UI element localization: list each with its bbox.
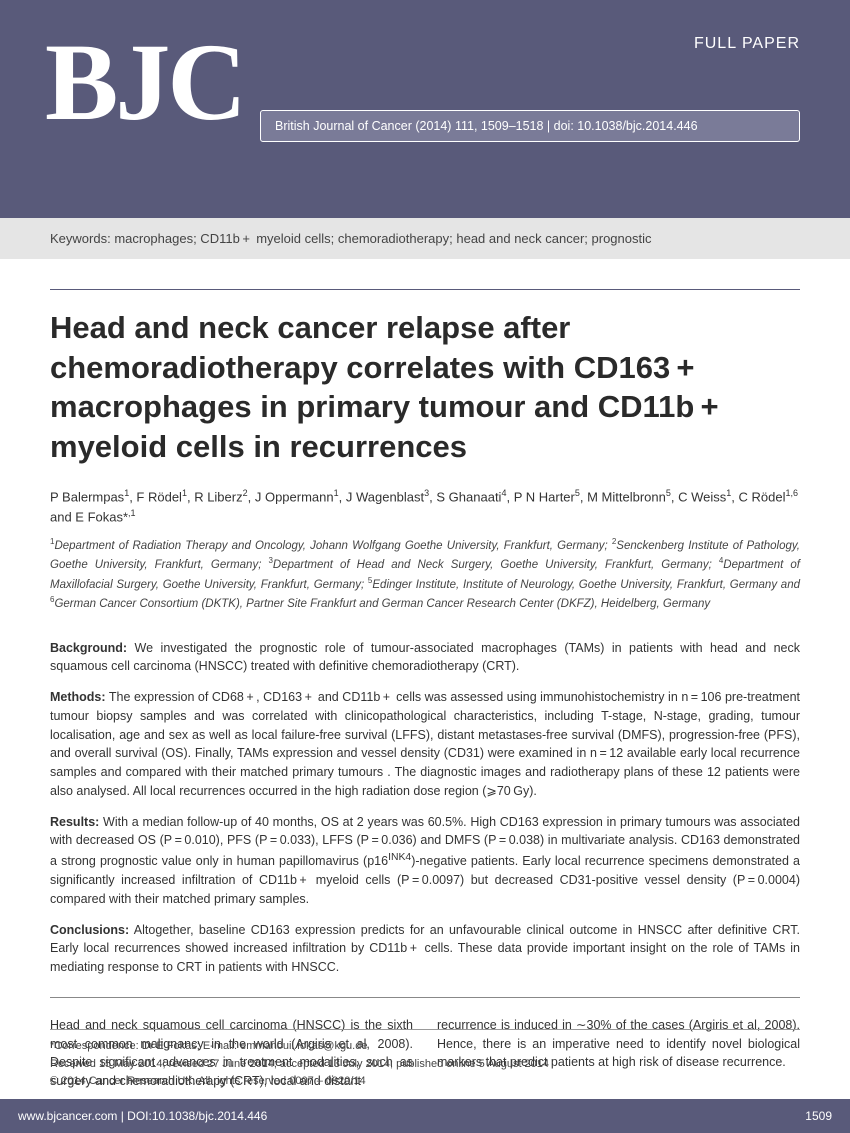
footer-block: *Correspondence: Dr E Fokas; E-mail: emm… xyxy=(0,1029,850,1133)
footer-bar: www.bjcancer.com | DOI:10.1038/bjc.2014.… xyxy=(0,1099,850,1133)
abstract-background: Background: We investigated the prognost… xyxy=(50,639,800,677)
results-heading: Results: xyxy=(50,815,99,829)
results-text: With a median follow-up of 40 months, OS… xyxy=(50,815,800,906)
content-area: Head and neck cancer relapse after chemo… xyxy=(0,259,850,1091)
title-rule xyxy=(50,289,800,290)
background-heading: Background: xyxy=(50,641,127,655)
keywords-label: Keywords: xyxy=(50,231,111,246)
citation-bar: British Journal of Cancer (2014) 111, 15… xyxy=(260,110,800,142)
copyright: © 2014 Cancer Research UK. All rights re… xyxy=(50,1073,800,1091)
conclusions-heading: Conclusions: xyxy=(50,923,129,937)
footer-url: www.bjcancer.com | DOI:10.1038/bjc.2014.… xyxy=(18,1109,267,1123)
abstract-conclusions: Conclusions: Altogether, baseline CD163 … xyxy=(50,921,800,977)
keywords-text: macrophages; CD11b + myeloid cells; chem… xyxy=(111,231,652,246)
footnotes: *Correspondence: Dr E Fokas; E-mail: emm… xyxy=(50,1029,800,1099)
header-band: FULL PAPER BJC British Journal of Cancer… xyxy=(0,0,850,218)
conclusions-text: Altogether, baseline CD163 expression pr… xyxy=(50,923,800,975)
methods-text: The expression of CD68 + , CD163 + and C… xyxy=(50,690,800,798)
affiliations: 1Department of Radiation Therapy and Onc… xyxy=(50,536,800,612)
keywords-bar: Keywords: macrophages; CD11b + myeloid c… xyxy=(0,218,850,259)
page-number: 1509 xyxy=(805,1109,832,1123)
abstract-results: Results: With a median follow-up of 40 m… xyxy=(50,813,800,909)
abstract-methods: Methods: The expression of CD68 + , CD16… xyxy=(50,688,800,801)
article-title: Head and neck cancer relapse after chemo… xyxy=(50,308,800,467)
background-text: We investigated the prognostic role of t… xyxy=(50,641,800,674)
abstract-rule xyxy=(50,997,800,998)
journal-logo: BJC xyxy=(45,30,244,135)
methods-heading: Methods: xyxy=(50,690,106,704)
authors-list: P Balermpas1, F Rödel1, R Liberz2, J Opp… xyxy=(50,487,800,527)
citation-text: British Journal of Cancer (2014) 111, 15… xyxy=(275,119,698,133)
publication-dates: Received 15 May 2014; revised 27 June 20… xyxy=(50,1056,800,1074)
correspondence: *Correspondence: Dr E Fokas; E-mail: emm… xyxy=(50,1038,800,1056)
full-paper-label: FULL PAPER xyxy=(694,35,800,53)
